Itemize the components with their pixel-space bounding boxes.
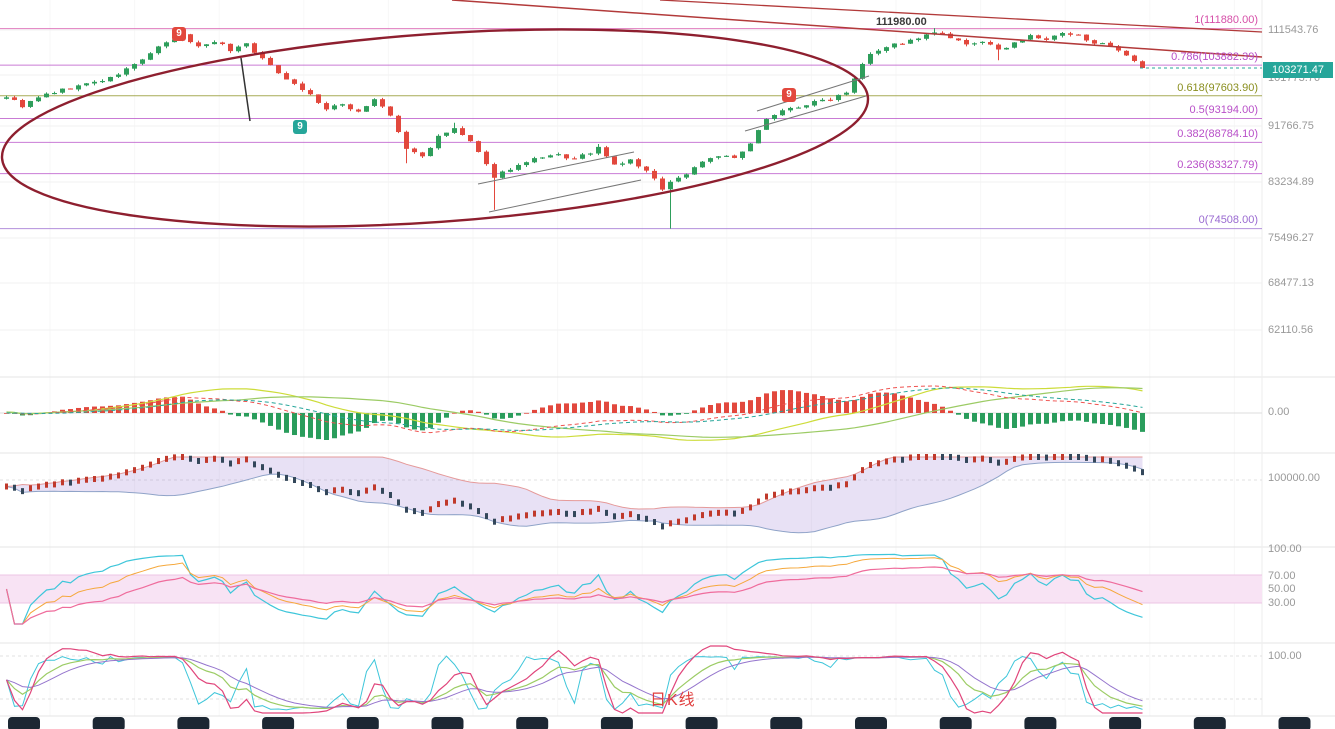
timeframe-watermark: 日K线 bbox=[650, 692, 696, 709]
rsi-axis-label: 50.00 bbox=[1268, 583, 1296, 595]
oscillator-panel bbox=[0, 645, 1262, 714]
current-price-badge: 103271.47 bbox=[1263, 62, 1333, 78]
fib-label-0: 0(74508.00) bbox=[1198, 214, 1258, 226]
price-axis-label: 68477.13 bbox=[1268, 277, 1314, 289]
peak-price-label: 111980.00 bbox=[876, 16, 927, 28]
macd-axis-label: 0.00 bbox=[1268, 406, 1290, 418]
rsi-panel bbox=[0, 553, 1262, 625]
price-axis-label: 111543.76 bbox=[1268, 24, 1319, 36]
osc-axis-label: 100.00 bbox=[1268, 650, 1302, 662]
rsi-axis-label: 100.00 bbox=[1268, 543, 1302, 555]
fib-label-05: 0.5(93194.00) bbox=[1189, 104, 1259, 116]
price-axis-label: 75496.27 bbox=[1268, 232, 1314, 244]
price-axis-label: 91766.75 bbox=[1268, 120, 1314, 132]
fib-label-0618: 0.618(97603.90) bbox=[1177, 82, 1258, 94]
fib-label-1: 1(111880.00) bbox=[1194, 14, 1258, 26]
fib-lines bbox=[0, 28, 1262, 230]
fib-label-0382: 0.382(88784.10) bbox=[1177, 128, 1258, 140]
macd-panel bbox=[0, 385, 1262, 441]
fib-label-0236: 0.236(83327.79) bbox=[1177, 159, 1258, 171]
td9-sell-badge: 9 bbox=[782, 88, 796, 102]
band-axis-label: 100000.00 bbox=[1268, 472, 1320, 484]
drawing-annotations bbox=[0, 0, 1263, 228]
td9-buy-badge: 9 bbox=[293, 120, 307, 134]
band-panel bbox=[0, 454, 1262, 534]
bottom-time-bars bbox=[8, 717, 1311, 729]
price-axis-label: 83234.89 bbox=[1268, 176, 1314, 188]
td9-sell-badge: 9 bbox=[172, 27, 186, 41]
fib-label-0786: 0.786(103882.39) bbox=[1171, 51, 1258, 63]
rsi-axis-label: 70.00 bbox=[1268, 570, 1296, 582]
price-axis-label: 62110.56 bbox=[1268, 324, 1314, 336]
rsi-axis-label: 30.00 bbox=[1268, 597, 1296, 609]
